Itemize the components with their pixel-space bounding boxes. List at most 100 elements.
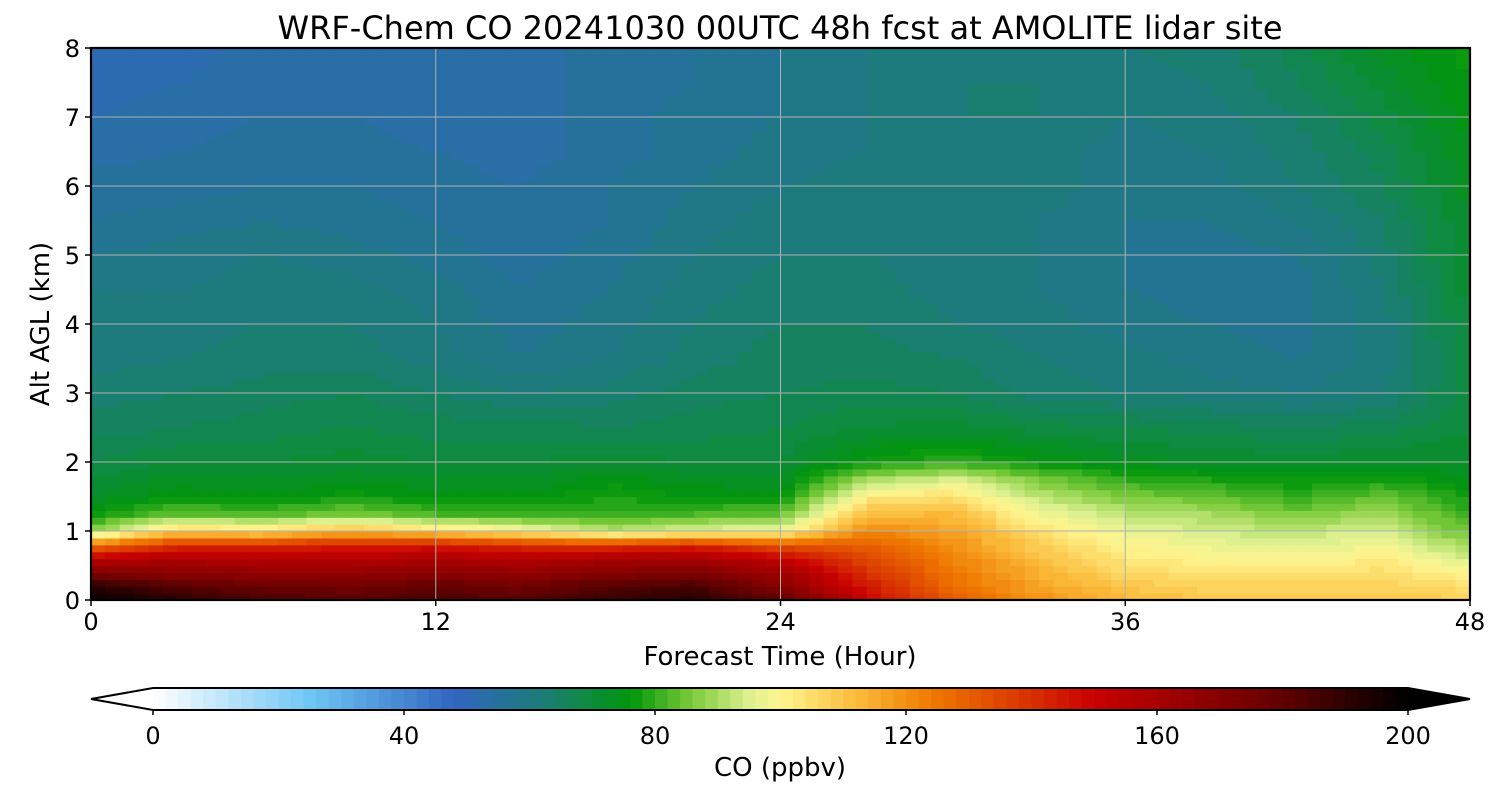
co-cell [1268, 372, 1284, 380]
co-cell [191, 379, 207, 387]
co-cell [593, 517, 609, 525]
co-cell [723, 241, 738, 249]
co-cell [751, 248, 767, 256]
co-cell [134, 482, 150, 491]
co-cell [1096, 482, 1112, 491]
co-cell [565, 365, 580, 373]
co-cell [205, 324, 221, 332]
co-cell [823, 358, 839, 366]
co-cell [1096, 337, 1112, 346]
co-cell [234, 586, 250, 594]
co-cell [1398, 482, 1414, 491]
co-cell [1426, 393, 1442, 401]
co-cell [536, 296, 552, 304]
co-cell [478, 289, 494, 297]
co-cell [536, 330, 552, 339]
co-cell [450, 261, 466, 270]
co-cell [134, 324, 150, 332]
co-cell [924, 420, 940, 429]
co-cell [205, 510, 221, 518]
co-cell [1326, 248, 1342, 256]
co-cell [1455, 248, 1470, 256]
co-cell [550, 558, 566, 567]
co-cell [651, 468, 667, 477]
co-cell [665, 413, 681, 422]
co-cell [651, 310, 667, 318]
co-cell [794, 455, 810, 463]
co-cell [1039, 289, 1055, 297]
co-cell [924, 455, 940, 463]
co-cell [967, 248, 983, 256]
co-cell [751, 551, 767, 560]
co-cell [995, 462, 1011, 470]
co-cell [1240, 496, 1256, 504]
co-cell [478, 365, 494, 373]
co-cell [450, 379, 466, 387]
co-cell [679, 531, 695, 539]
co-cell [1125, 503, 1141, 511]
co-cell [579, 317, 595, 325]
co-cell [679, 255, 695, 263]
co-cell [478, 399, 494, 408]
co-cell [665, 330, 681, 339]
co-cell [1283, 468, 1299, 477]
co-cell [162, 337, 178, 346]
co-cell [1053, 475, 1069, 484]
co-cell [1426, 537, 1442, 546]
co-cell [1024, 248, 1040, 256]
co-cell [651, 434, 667, 442]
co-cell [521, 468, 537, 477]
co-cell [1067, 517, 1083, 525]
co-cell [507, 579, 523, 587]
co-cell [694, 365, 710, 373]
co-cell [952, 517, 968, 525]
co-cell [464, 510, 480, 518]
co-cell [349, 413, 365, 422]
co-cell [995, 330, 1011, 339]
co-cell [1426, 351, 1442, 360]
co-cell [1125, 317, 1141, 325]
co-cell [565, 531, 580, 539]
co-cell [1053, 282, 1069, 291]
co-cell [392, 455, 408, 463]
co-cell [493, 379, 509, 387]
co-cell [1139, 586, 1155, 594]
co-cell [1455, 462, 1470, 470]
co-cell [1240, 565, 1256, 573]
co-cell [105, 303, 121, 311]
co-cell [780, 586, 796, 594]
co-cell [1153, 586, 1169, 594]
co-cell [162, 399, 178, 408]
co-cell [320, 386, 336, 394]
co-cell [1383, 496, 1399, 504]
co-cell [565, 282, 580, 291]
co-cell [1369, 579, 1385, 587]
co-cell [421, 468, 437, 477]
co-cell [1139, 268, 1155, 277]
co-cell [1197, 406, 1213, 415]
co-cell [1053, 303, 1069, 311]
co-cell [866, 344, 882, 353]
co-cell [1412, 448, 1428, 456]
co-cell [1039, 261, 1055, 270]
co-cell [1311, 468, 1327, 477]
co-cell [1455, 289, 1470, 297]
co-cell [1340, 434, 1356, 442]
co-cell [306, 330, 322, 339]
co-cell [105, 586, 121, 594]
co-cell [1082, 310, 1098, 318]
co-cell [1455, 303, 1470, 311]
co-cell [924, 462, 940, 470]
co-cell [751, 275, 767, 284]
co-cell [134, 275, 150, 284]
co-cell [809, 289, 825, 297]
co-cell [1398, 503, 1414, 511]
co-cell [794, 344, 810, 353]
co-cell [407, 261, 422, 270]
co-cell [1125, 386, 1141, 394]
co-cell [205, 337, 221, 346]
co-cell [708, 496, 724, 504]
co-cell [1039, 503, 1055, 511]
co-cell [263, 524, 279, 532]
co-cell [651, 303, 667, 311]
